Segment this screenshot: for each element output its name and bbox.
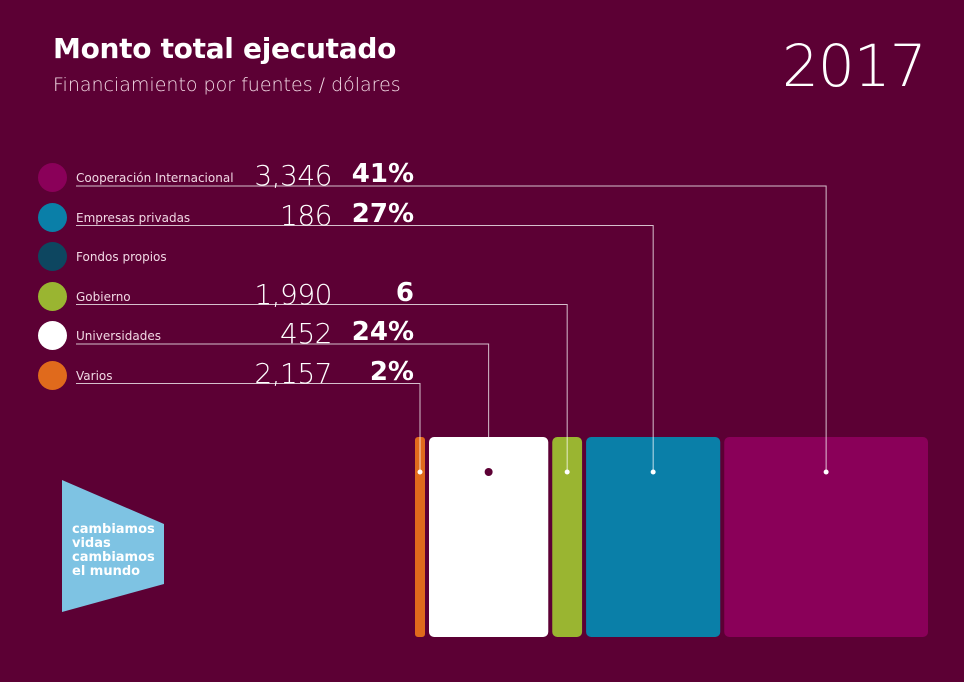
chart-title: Monto total ejecutado xyxy=(53,32,397,65)
legend-swatch xyxy=(38,321,67,350)
legend-label: Varios xyxy=(76,368,113,383)
leader-dot xyxy=(484,468,493,476)
year-label: 2017 xyxy=(782,32,927,100)
legend-percent: 41% xyxy=(351,159,414,189)
legend-swatch xyxy=(38,360,67,390)
leader-line xyxy=(76,304,568,472)
bar xyxy=(415,437,425,637)
legend-percent: 2% xyxy=(369,356,414,387)
leader-line xyxy=(76,185,827,472)
leader-dot xyxy=(823,469,829,475)
legend-percent: 24% xyxy=(351,317,414,347)
leader-dot xyxy=(650,469,656,475)
bar xyxy=(552,437,583,637)
leader-dot xyxy=(417,469,423,475)
legend-label: Fondos propios xyxy=(76,250,167,264)
legend-label: Universidades xyxy=(76,329,161,343)
leader-dot xyxy=(564,469,570,475)
leader-line xyxy=(76,343,490,472)
legend-swatch xyxy=(38,202,67,232)
logo-line: vidas xyxy=(72,536,111,551)
legend-label: Cooperación Internacional xyxy=(76,171,234,185)
legend-item: Cooperación Internacional 3,346 41% xyxy=(38,159,418,193)
leader-line xyxy=(76,383,421,472)
bar xyxy=(724,437,928,637)
legend-label: Empresas privadas xyxy=(76,210,191,225)
logo-line: cambiamos xyxy=(72,522,155,537)
legend-label: Gobierno xyxy=(76,289,131,304)
legend-percent: 27% xyxy=(351,198,414,229)
logo-badge xyxy=(62,480,164,612)
chart-subtitle: Financiamiento por fuentes / dólares xyxy=(53,74,401,96)
legend-item: Fondos propios xyxy=(38,242,418,272)
leader-line xyxy=(76,225,654,472)
logo-shape xyxy=(62,480,164,612)
bar xyxy=(428,437,549,637)
logo-text: cambiamos vidas cambiamos el mundo xyxy=(72,523,155,579)
legend-swatch xyxy=(38,163,67,192)
bar xyxy=(586,437,721,637)
logo-line: cambiamos xyxy=(72,550,155,565)
legend-swatch xyxy=(38,242,67,271)
logo-line: el mundo xyxy=(72,564,141,579)
legend-swatch xyxy=(38,281,67,311)
legend-percent: 6 xyxy=(395,277,414,308)
